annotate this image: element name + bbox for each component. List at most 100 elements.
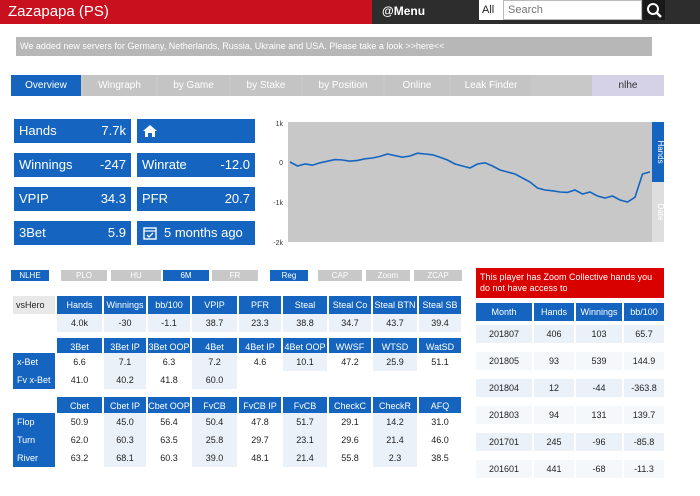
table-header: WatSD bbox=[419, 338, 461, 356]
filter-fr[interactable]: FR bbox=[212, 270, 258, 281]
table-header: Winnings bbox=[576, 303, 622, 321]
table-header: Month bbox=[476, 303, 532, 321]
winnings-line bbox=[289, 152, 651, 203]
table-cell: 63.2 bbox=[57, 449, 102, 467]
table-cell: 41.8 bbox=[148, 371, 190, 389]
table-header: AFQ bbox=[419, 397, 461, 415]
stat-pfr: PFR 20.7 bbox=[137, 187, 255, 211]
monthly-cell: -68 bbox=[576, 460, 622, 478]
menu-button[interactable]: @Menu bbox=[382, 4, 426, 18]
server-notice[interactable]: We added new servers for Germany, Nether… bbox=[16, 37, 652, 56]
x-axis-hands-toggle bbox=[652, 122, 664, 182]
table-cell: 51.7 bbox=[283, 413, 327, 431]
filter-cap[interactable]: CAP bbox=[318, 270, 362, 281]
table-cell: 39.0 bbox=[192, 449, 237, 467]
table-cell: 60.3 bbox=[148, 449, 190, 467]
table-cell: 6.3 bbox=[148, 353, 190, 371]
stat-winnings-value: -247 bbox=[99, 157, 126, 172]
table-cell: 50.4 bbox=[192, 413, 237, 431]
filter-plo[interactable]: PLO bbox=[61, 270, 107, 281]
table-header: Steal Co bbox=[329, 296, 371, 314]
last-seen: 5 months ago bbox=[137, 221, 255, 245]
monthly-cell: 139.7 bbox=[624, 406, 664, 424]
table-cell: 60.0 bbox=[192, 371, 237, 389]
filter-hu[interactable]: HU bbox=[111, 270, 161, 281]
monthly-cell: -363.8 bbox=[624, 379, 664, 397]
table-header: Winnings bbox=[104, 296, 146, 314]
monthly-cell: -44 bbox=[576, 379, 622, 397]
table-header: VPIP bbox=[192, 296, 237, 314]
table-header: 3Bet IP bbox=[104, 338, 146, 356]
row-label: River bbox=[13, 449, 55, 467]
table-cell: 21.4 bbox=[373, 431, 417, 449]
tab-by-position[interactable]: by Position bbox=[303, 75, 383, 96]
filter-nlhe[interactable]: NLHE bbox=[11, 270, 49, 281]
x-axis-date-toggle bbox=[652, 182, 664, 242]
player-title: Zazapapa (PS) bbox=[0, 0, 372, 24]
stat-pfr-value: 20.7 bbox=[224, 191, 250, 206]
table-cell: -30 bbox=[104, 314, 146, 332]
search-scope-select[interactable]: All bbox=[479, 0, 503, 20]
tab-leak-finder[interactable]: Leak Finder bbox=[451, 75, 531, 96]
tab-overview[interactable]: Overview bbox=[11, 75, 81, 96]
table-cell: 38.7 bbox=[192, 314, 237, 332]
tab-wingraph[interactable]: Wingraph bbox=[83, 75, 156, 96]
search-button[interactable] bbox=[643, 0, 665, 20]
home-button[interactable] bbox=[137, 119, 255, 143]
calendar-icon bbox=[143, 227, 157, 240]
y-tick-label: -2k bbox=[273, 240, 283, 247]
stat-hands: Hands 7.7k bbox=[14, 119, 131, 143]
table-cell: 55.8 bbox=[329, 449, 371, 467]
tab-bar: Overview Wingraph by Game by Stake by Po… bbox=[11, 75, 664, 96]
table-cell: 41.0 bbox=[57, 371, 102, 389]
monthly-cell: 441 bbox=[534, 460, 574, 478]
tab-online[interactable]: Online bbox=[385, 75, 449, 96]
table-cell: 51.1 bbox=[419, 353, 461, 371]
table-cell: 10.1 bbox=[283, 353, 327, 371]
table-header: Steal BTN bbox=[373, 296, 417, 314]
monthly-cell: -11.3 bbox=[624, 460, 664, 478]
stat-vpip: VPIP 34.3 bbox=[14, 187, 131, 211]
table-cell: 68.1 bbox=[104, 449, 146, 467]
filter-6m[interactable]: 6M bbox=[163, 270, 209, 281]
tab-by-game[interactable]: by Game bbox=[158, 75, 229, 96]
top-bar: Zazapapa (PS) @Menu All bbox=[0, 0, 700, 24]
stat-hands-value: 7.7k bbox=[101, 123, 126, 138]
y-tick-label: 0 bbox=[279, 160, 283, 167]
date-axis-label: Date bbox=[656, 204, 664, 221]
monthly-cell: 93 bbox=[534, 352, 574, 370]
chart-plot-area bbox=[288, 122, 652, 242]
table-cell: 60.3 bbox=[104, 431, 146, 449]
table-header: Cbet OOP bbox=[148, 397, 190, 415]
table-header: Hands bbox=[534, 303, 574, 321]
filter-reg[interactable]: Reg bbox=[270, 270, 308, 281]
table-cell: 4.6 bbox=[239, 353, 281, 371]
tab-by-stake[interactable]: by Stake bbox=[231, 75, 301, 96]
monthly-cell: 201804 bbox=[476, 379, 532, 397]
stat-winrate: Winrate -12.0 bbox=[137, 153, 255, 177]
table-header: Hands bbox=[57, 296, 102, 314]
table-cell: 46.0 bbox=[419, 431, 461, 449]
filter-zoom[interactable]: Zoom bbox=[366, 270, 410, 281]
search-input[interactable] bbox=[503, 0, 642, 20]
table-cell: 39.4 bbox=[419, 314, 461, 332]
table-cell: 7.2 bbox=[192, 353, 237, 371]
table-cell: -1.1 bbox=[148, 314, 190, 332]
table-cell: 50.9 bbox=[57, 413, 102, 431]
monthly-cell: 12 bbox=[534, 379, 574, 397]
y-tick-label: -1k bbox=[273, 200, 283, 207]
table-cell: 4.0k bbox=[57, 314, 102, 332]
filter-zcap[interactable]: ZCAP bbox=[414, 270, 462, 281]
monthly-cell: -85.8 bbox=[624, 433, 664, 451]
table-cell: 29.7 bbox=[239, 431, 281, 449]
table-header: FvCB IP bbox=[239, 397, 281, 415]
table-header: PFR bbox=[239, 296, 281, 314]
tab-game-nlhe[interactable]: nlhe bbox=[592, 75, 664, 96]
table-header: bb/100 bbox=[624, 303, 664, 321]
table-cell: 6.6 bbox=[57, 353, 102, 371]
table-cell: 25.9 bbox=[373, 353, 417, 371]
table-cell: 25.8 bbox=[192, 431, 237, 449]
zoom-access-notice: This player has Zoom Collective hands yo… bbox=[476, 268, 664, 298]
home-icon bbox=[143, 125, 157, 137]
monthly-cell: 539 bbox=[576, 352, 622, 370]
